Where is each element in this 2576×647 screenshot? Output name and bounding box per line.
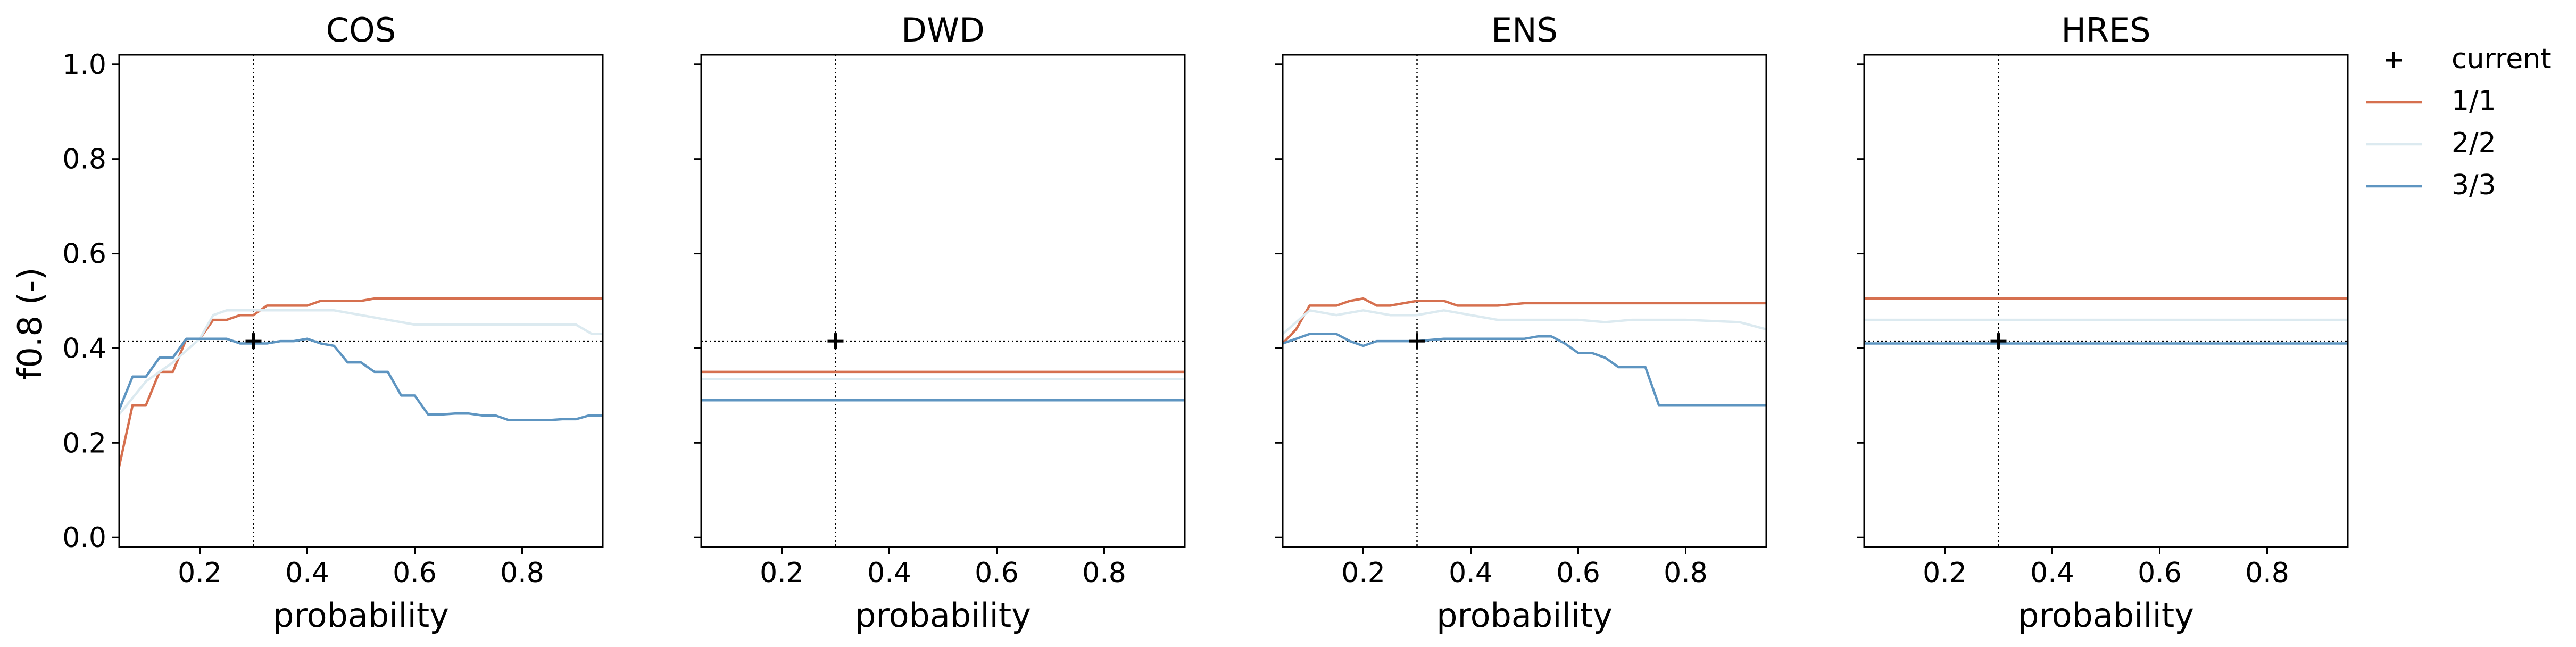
panel-cos: COS 0.2 0.4 0.6 0.8 probability 0.0 0.2 0.4 0.6 0.…	[62, 11, 604, 635]
current-marker	[245, 333, 262, 350]
legend-label: current	[2452, 43, 2552, 75]
y-tick-label: 0.8	[62, 144, 106, 176]
panel-ens: ENS 0.2 0.4 0.6 0.8 probability	[1275, 11, 1767, 635]
legend-label: 2/2	[2452, 127, 2496, 159]
y-tick-label: 0.4	[62, 333, 106, 364]
plot-frame	[1282, 54, 1767, 548]
current-marker	[1409, 333, 1425, 350]
panel-title: ENS	[1491, 11, 1558, 49]
plot-frame	[118, 54, 604, 548]
x-tick-label: 0.4	[285, 557, 329, 589]
x-tick-label: 0.8	[2245, 557, 2289, 589]
x-tick-label: 0.2	[1341, 557, 1385, 589]
x-tick-label: 0.8	[1082, 557, 1126, 589]
series-line-1-of-1	[1283, 297, 1766, 345]
plot-frame	[700, 54, 1186, 548]
legend-entry-1-of-1: 1/1	[2366, 85, 2496, 117]
current-marker	[1990, 333, 2007, 350]
panel-title: HRES	[2061, 11, 2150, 49]
legend-entry-current: current	[2386, 43, 2552, 75]
x-tick-label: 0.4	[2030, 557, 2074, 589]
plot-area	[1864, 55, 2348, 547]
legend-label: 1/1	[2452, 85, 2496, 117]
plot-area	[119, 55, 603, 547]
x-tick-label: 0.8	[500, 557, 544, 589]
y-tick-label: 0.0	[62, 522, 106, 554]
x-tick-label: 0.6	[2138, 557, 2182, 589]
legend-entry-2-of-2: 2/2	[2366, 127, 2496, 159]
current-marker	[827, 333, 844, 350]
y-tick-label: 0.2	[62, 427, 106, 459]
y-tick-label: 0.6	[62, 238, 106, 270]
x-tick-label: 0.2	[1923, 557, 1967, 589]
series-line-3-of-3	[119, 337, 603, 421]
x-tick-label: 0.6	[1556, 557, 1600, 589]
plot-area	[1283, 55, 1766, 547]
plot-area	[701, 55, 1185, 547]
legend-entry-3-of-3: 3/3	[2366, 169, 2496, 201]
x-tick-label: 0.8	[1664, 557, 1708, 589]
legend: current 1/1 2/2 3/3	[2366, 43, 2552, 201]
panel-title: DWD	[901, 11, 985, 49]
x-axis-label: probability	[855, 596, 1031, 635]
panel-hres: HRES 0.2 0.4 0.6 0.8 probability	[1857, 11, 2349, 635]
x-tick-label: 0.2	[178, 557, 222, 589]
panel-title: COS	[326, 11, 396, 49]
series-line-3-of-3	[1283, 333, 1766, 407]
x-tick-label: 0.4	[867, 557, 911, 589]
series-line-1-of-1	[119, 297, 603, 467]
y-tick-label: 1.0	[62, 49, 106, 81]
panel-dwd: DWD 0.2 0.4 0.6 0.8 probability	[694, 11, 1186, 635]
x-axis-label: probability	[273, 596, 449, 635]
series-line-2-of-2	[1283, 309, 1766, 335]
x-tick-label: 0.6	[393, 557, 437, 589]
legend-label: 3/3	[2452, 169, 2496, 201]
x-axis-label: probability	[2018, 596, 2194, 635]
y-axis-label: f0.8 (-)	[11, 268, 49, 380]
x-axis-label: probability	[1436, 596, 1613, 635]
panels: COS 0.2 0.4 0.6 0.8 probability 0.0 0.2 0.4 0.6 0.…	[62, 11, 2349, 635]
x-tick-label: 0.6	[975, 557, 1019, 589]
x-tick-label: 0.2	[760, 557, 804, 589]
plot-frame	[1863, 54, 2349, 548]
x-tick-label: 0.4	[1449, 557, 1493, 589]
